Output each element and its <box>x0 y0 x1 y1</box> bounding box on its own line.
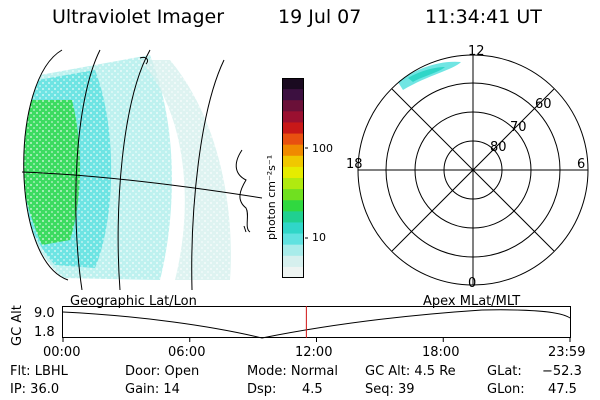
colorbar-segment <box>282 233 304 246</box>
timeline-axis-label: GC Alt <box>10 305 25 346</box>
geographic-image <box>21 49 263 290</box>
colorbar-segment <box>282 178 304 190</box>
colorbar-tick-100: 100 <box>312 142 333 155</box>
colorbar-segment <box>282 200 304 212</box>
colorbar-segment <box>282 222 304 235</box>
status-mode: Mode: Normal <box>247 364 338 379</box>
colorbar-segments <box>282 78 304 278</box>
colorbar-tick-10: 10 <box>312 231 326 244</box>
colorbar-segment <box>282 78 304 90</box>
timeline-right-label: Apex MLat/MLT <box>423 294 521 309</box>
mlt-label-6: 6 <box>577 157 586 172</box>
colorbar-segment <box>282 89 304 101</box>
colorbar-segment <box>282 255 304 268</box>
status-ip: IP: 36.0 <box>10 382 60 397</box>
colorbar-segment <box>282 266 304 278</box>
status-glon-value: 47.5 <box>548 382 577 397</box>
colorbar-segment <box>282 155 304 168</box>
timeline-xtick-0000: 00:00 <box>43 345 81 360</box>
timeline-xtick-1800: 18:00 <box>422 345 460 360</box>
polar-plot <box>357 54 589 286</box>
instrument-title: Ultraviolet Imager <box>52 6 225 28</box>
colorbar-segment <box>282 100 304 112</box>
status-flt: Flt: LBHL <box>10 364 68 379</box>
timeline-xtick-2359: 23:59 <box>548 345 586 360</box>
lat-label-60: 60 <box>535 97 552 112</box>
time-label: 11:34:41 UT <box>425 6 542 28</box>
colorbar-segment <box>282 122 304 135</box>
timeline-x-ticks <box>62 337 571 342</box>
timeline-plot[interactable] <box>62 306 572 346</box>
timeline-ytick-9: 9.0 <box>34 306 55 321</box>
timeline-xtick-1200: 12:00 <box>295 345 333 360</box>
colorbar-unit-label: photon cm⁻²s⁻¹ <box>265 154 278 240</box>
colorbar-border <box>282 78 304 278</box>
colorbar-segment <box>282 244 304 257</box>
lat-label-80: 80 <box>490 140 507 155</box>
lat-label-70: 70 <box>510 120 527 135</box>
status-gain: Gain: 14 <box>125 382 180 397</box>
status-glat-label: GLat: <box>487 364 522 379</box>
status-glat-value: −52.3 <box>542 364 582 379</box>
timeline-xtick-0600: 06:00 <box>168 345 206 360</box>
mlt-label-18: 18 <box>346 157 363 172</box>
date-label: 19 Jul 07 <box>278 6 362 28</box>
colorbar-segment <box>282 166 304 179</box>
status-dsp-value: 4.5 <box>302 382 323 397</box>
colorbar-segment <box>282 144 304 157</box>
colorbar <box>282 78 308 278</box>
colorbar-segment <box>282 189 304 201</box>
colorbar-segment <box>282 211 304 223</box>
status-dsp-label: Dsp: <box>247 382 277 397</box>
colorbar-segment <box>282 111 304 123</box>
status-gcalt: GC Alt: 4.5 Re <box>365 364 456 379</box>
timeline-left-label: Geographic Lat/Lon <box>70 294 197 309</box>
colorbar-segment <box>282 133 304 146</box>
mlt-label-12: 12 <box>468 44 485 59</box>
status-seq: Seq: 39 <box>365 382 415 397</box>
status-door: Door: Open <box>125 364 200 379</box>
timeline-ytick-1-8: 1.8 <box>34 325 55 340</box>
auroral-emission <box>23 50 241 280</box>
status-glon-label: GLon: <box>487 382 525 397</box>
mlt-label-0: 0 <box>468 276 477 291</box>
